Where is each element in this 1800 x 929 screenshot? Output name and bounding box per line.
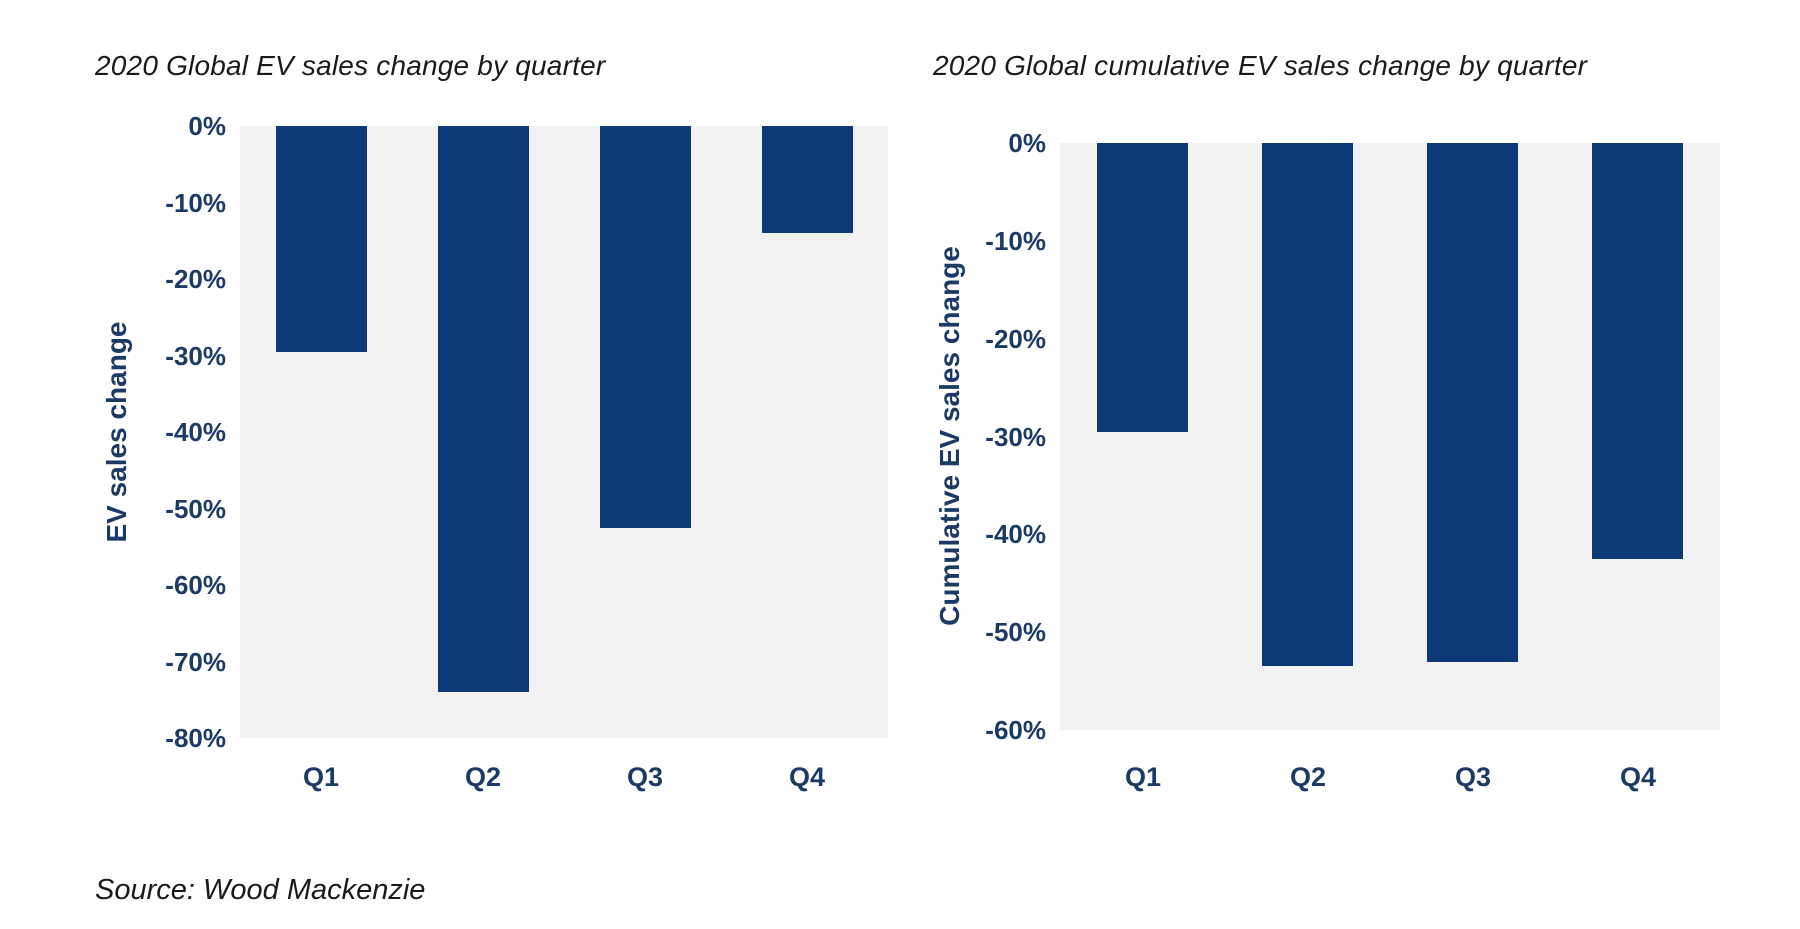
x-label-q2: Q2 [1289,762,1327,792]
y-tick-label: -50% [985,617,1046,647]
bar-q4 [1592,143,1683,559]
y-tick-label: -60% [165,570,226,600]
x-label-q3: Q3 [1454,762,1492,792]
y-tick-label: -10% [165,188,226,218]
y-tick-label: -30% [165,341,226,371]
y-tick-label: 0% [1008,128,1046,158]
y-tick-label: -20% [985,324,1046,354]
source-note: Source: Wood Mackenzie [95,874,426,906]
y-tick-label: -80% [165,723,226,753]
chart-title-quarterly: 2020 Global EV sales change by quarter [95,50,606,81]
y-tick-label: -50% [165,494,226,524]
x-label-q1: Q1 [302,762,340,792]
bar-q2 [438,126,529,692]
bar-q4 [762,126,853,233]
y-tick-label: -40% [985,519,1046,549]
bar-q3 [600,126,691,528]
bar-q3 [1427,143,1518,662]
x-label-q3: Q3 [626,762,664,792]
x-label-q4: Q4 [788,762,826,792]
y-tick-label: -30% [985,422,1046,452]
y-tick-label: 0% [188,111,226,141]
x-label-q2: Q2 [464,762,502,792]
bar-q1 [1097,143,1188,432]
y-tick-label: -20% [165,264,226,294]
x-label-q4: Q4 [1619,762,1657,792]
bar-q2 [1262,143,1353,666]
chart-title-cumulative: 2020 Global cumulative EV sales change b… [933,50,1588,81]
y-tick-label: -10% [985,226,1046,256]
y-tick-label: -60% [985,715,1046,745]
y-tick-label: -40% [165,417,226,447]
x-label-q1: Q1 [1124,762,1162,792]
bar-q1 [276,126,367,352]
y-tick-label: -70% [165,647,226,677]
